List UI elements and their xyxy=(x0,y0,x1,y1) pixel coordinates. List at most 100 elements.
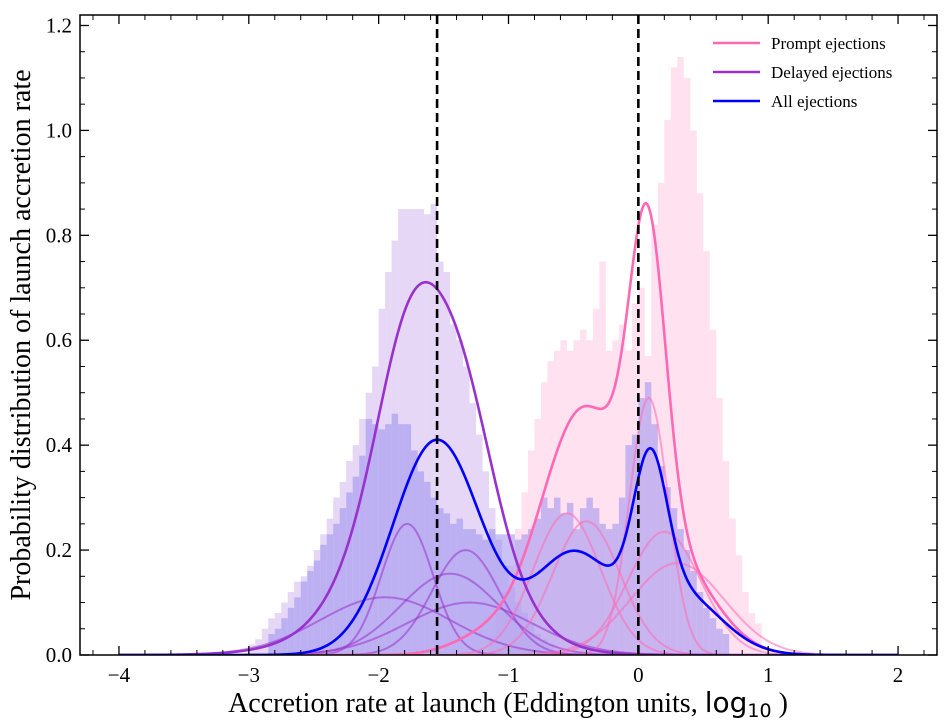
hist-bar xyxy=(644,382,652,655)
x-tick-label: −1 xyxy=(497,663,519,687)
hist-bar xyxy=(261,628,269,655)
hist-bar xyxy=(560,513,567,655)
hist-bar xyxy=(566,502,574,655)
hist-bar xyxy=(443,272,451,655)
hist-bar xyxy=(326,534,334,655)
hist-bar xyxy=(716,628,723,655)
hist-bar xyxy=(456,518,464,655)
x-axis-title-text: Accretion rate at launch (Eddington unit… xyxy=(228,688,705,719)
hist-bar xyxy=(495,534,503,655)
hist-bar xyxy=(502,534,509,655)
hist-bar xyxy=(677,56,684,655)
hist-bar xyxy=(735,555,743,655)
y-tick-label: 1.2 xyxy=(46,13,72,37)
hist-bar xyxy=(586,497,593,655)
hist-bar xyxy=(437,508,444,655)
x-tick-label: 1 xyxy=(763,663,774,687)
hist-bar xyxy=(664,119,671,655)
hist-bar xyxy=(411,450,418,655)
hist-bar xyxy=(696,592,704,655)
hist-bar xyxy=(391,413,399,655)
hist-bar xyxy=(333,523,340,655)
x-tick-label: −2 xyxy=(367,663,389,687)
hist-bar xyxy=(696,193,704,655)
component-curve-prompt xyxy=(118,520,899,655)
hist-bar xyxy=(489,529,496,655)
hist-bar xyxy=(703,251,710,655)
hist-bar xyxy=(709,329,717,655)
hist-bar xyxy=(411,209,418,655)
hist-bar xyxy=(365,418,373,655)
x-tick-label: −4 xyxy=(108,663,131,687)
legend-label: All ejections xyxy=(771,92,857,111)
hist-bar xyxy=(469,529,477,655)
hist-bar xyxy=(566,350,574,655)
x-tick-label: 2 xyxy=(893,663,904,687)
hist-bar xyxy=(313,560,321,655)
hist-bar xyxy=(670,508,678,655)
x-tick-label: 0 xyxy=(633,663,644,687)
hist-bar xyxy=(703,607,710,655)
hist-bar xyxy=(450,324,457,655)
hist-bar xyxy=(359,455,366,655)
hist-bar xyxy=(670,67,678,655)
x-axis-title-math-subscript: 10 xyxy=(747,700,771,722)
hist-bar xyxy=(729,518,736,655)
hist-bar xyxy=(716,397,723,655)
hist-bar xyxy=(690,130,697,655)
hist-bar xyxy=(424,481,431,655)
ticks-layer: −4 −3 −2 −1 0 1 2 0.0 0.2 0.4 0.6 0.8 1.0 1.2 xyxy=(46,13,937,687)
y-tick-label: 0.2 xyxy=(46,538,72,562)
hist-bar xyxy=(443,513,451,655)
hist-bar xyxy=(709,618,717,655)
hist-bar xyxy=(521,534,528,655)
reference-lines-layer xyxy=(435,15,640,655)
hist-bar xyxy=(417,471,425,655)
hist-bar xyxy=(722,460,730,655)
hist-bar xyxy=(625,445,632,655)
y-tick-label: 1.0 xyxy=(46,118,72,142)
hist-bar xyxy=(287,607,295,655)
hist-bar xyxy=(307,571,314,655)
hist-bar xyxy=(424,214,431,655)
hist-bar xyxy=(508,534,515,655)
hist-bar xyxy=(579,508,587,655)
hist-bar xyxy=(722,634,730,655)
hist-bar xyxy=(476,534,483,655)
histogram-all-ejections xyxy=(268,382,730,655)
hist-bar xyxy=(651,424,658,655)
hist-bar xyxy=(553,497,561,655)
hist-bar xyxy=(631,434,639,655)
x-axis-title-close: ) xyxy=(772,688,788,719)
hist-bar xyxy=(482,539,490,655)
legend: Prompt ejections Delayed ejections All eje… xyxy=(713,34,892,111)
y-tick-label: 0.0 xyxy=(46,643,72,667)
hist-bar xyxy=(463,529,470,655)
x-axis-title-math: log xyxy=(705,686,748,719)
hist-bar xyxy=(417,209,425,655)
hist-bar xyxy=(683,77,691,655)
legend-label: Prompt ejections xyxy=(771,34,886,53)
hist-bar xyxy=(547,508,554,655)
component-curve-prompt xyxy=(118,512,899,655)
hist-bar xyxy=(534,518,541,655)
hist-bar xyxy=(664,487,671,655)
hist-bar xyxy=(657,466,665,655)
hist-bar xyxy=(456,340,464,655)
hist-bar xyxy=(339,508,347,655)
hist-bar xyxy=(690,571,697,655)
hist-bar xyxy=(346,492,353,655)
hist-bar xyxy=(514,539,522,655)
hist-bar xyxy=(294,597,301,655)
hist-bar xyxy=(599,261,606,655)
hist-bar xyxy=(612,340,619,655)
component-curve-delayed xyxy=(118,549,899,655)
y-tick-label: 0.4 xyxy=(46,433,73,457)
hist-bar xyxy=(300,581,308,655)
x-axis-title: Accretion rate at launch (Eddington unit… xyxy=(228,686,788,722)
y-axis-title: Probability distribution of launch accre… xyxy=(6,69,37,600)
hist-bar xyxy=(599,523,606,655)
hist-bar xyxy=(683,550,691,655)
hist-bar xyxy=(450,523,457,655)
